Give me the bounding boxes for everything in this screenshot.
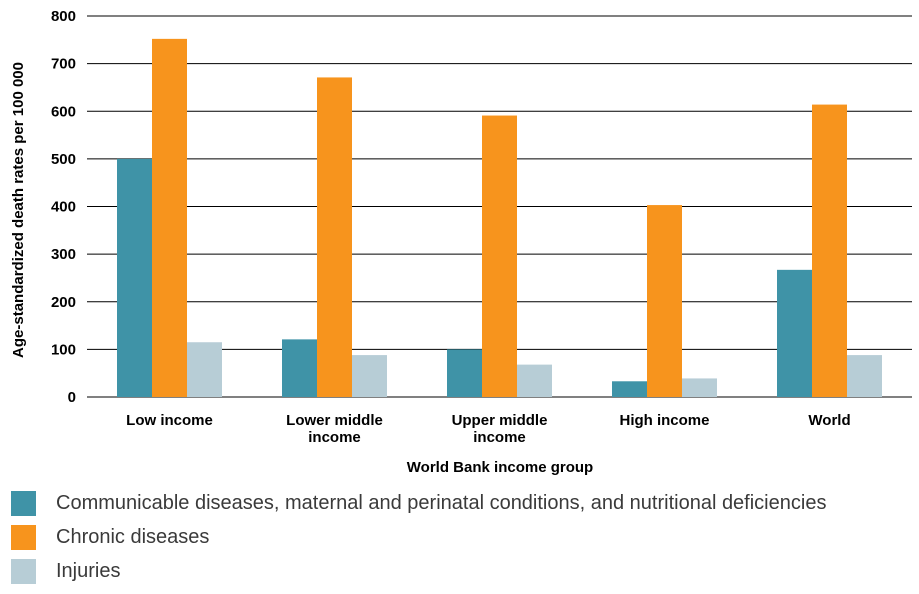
y-tick-label: 700	[51, 56, 76, 73]
legend-swatch	[11, 525, 36, 550]
bar	[117, 158, 152, 397]
x-tick-label: Upper middle income	[452, 412, 548, 446]
bar	[777, 269, 812, 397]
legend-label: Communicable diseases, maternal and peri…	[56, 492, 827, 514]
x-tick-label: World	[808, 412, 850, 429]
y-tick-label: 0	[68, 389, 76, 406]
legend-swatch	[11, 491, 36, 516]
legend-label: Injuries	[56, 560, 121, 582]
x-tick-label: High income	[619, 412, 709, 429]
bar	[847, 355, 882, 397]
bars	[117, 38, 882, 398]
bar	[352, 355, 387, 397]
y-tick-label: 800	[51, 8, 76, 25]
bar	[812, 104, 847, 398]
y-axis-ticks: 0 100 200 300 400 500 600 700 800	[51, 8, 76, 406]
legend-label: Chronic diseases	[56, 526, 210, 548]
x-axis-ticks: Low income Lower middle income Upper middle…	[126, 412, 850, 446]
y-tick-label: 400	[51, 199, 76, 216]
bar	[282, 339, 317, 397]
legend-item: Injuries	[11, 558, 826, 585]
y-tick-label: 500	[51, 151, 76, 168]
bar	[317, 77, 352, 397]
y-tick-label: 100	[51, 341, 76, 358]
bar	[482, 115, 517, 397]
bar	[612, 381, 647, 397]
y-tick-label: 200	[51, 294, 76, 311]
legend: Communicable diseases, maternal and peri…	[11, 490, 826, 592]
x-axis-title: World Bank income group	[407, 459, 593, 476]
y-tick-label: 600	[51, 103, 76, 120]
bar	[517, 364, 552, 397]
y-tick-label: 300	[51, 246, 76, 263]
x-tick-label: Lower middle income	[286, 412, 383, 446]
legend-swatch	[11, 559, 36, 584]
legend-item: Chronic diseases	[11, 524, 826, 551]
x-tick-label: Low income	[126, 412, 213, 429]
bar	[152, 38, 187, 398]
legend-item: Communicable diseases, maternal and peri…	[11, 490, 826, 517]
bar	[682, 378, 717, 397]
bar	[187, 342, 222, 397]
bar	[447, 349, 482, 397]
y-axis-title: Age-standardized death rates per 100 000	[10, 62, 27, 358]
bar	[647, 205, 682, 397]
bar-chart: 0 100 200 300 400 500 600 700 800 Low income Lowe…	[10, 8, 912, 476]
